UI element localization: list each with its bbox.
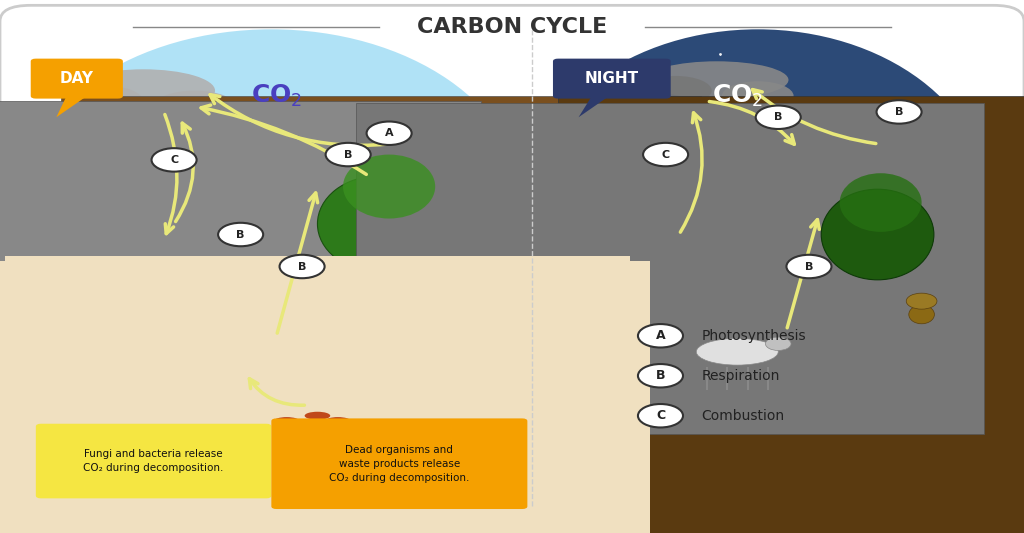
Ellipse shape (61, 85, 143, 117)
Ellipse shape (909, 305, 934, 324)
FancyBboxPatch shape (31, 59, 123, 99)
FancyBboxPatch shape (61, 96, 701, 533)
Text: CARBON CYCLE: CARBON CYCLE (417, 17, 607, 37)
Circle shape (61, 136, 113, 163)
Ellipse shape (254, 337, 279, 351)
Polygon shape (640, 256, 701, 282)
Ellipse shape (645, 61, 788, 99)
FancyBboxPatch shape (271, 418, 527, 509)
Ellipse shape (326, 417, 350, 425)
Ellipse shape (573, 409, 655, 422)
FancyBboxPatch shape (36, 424, 271, 498)
Text: Fungi and bacteria release
CO₂ during decomposition.: Fungi and bacteria release CO₂ during de… (83, 449, 224, 473)
Text: CO$_2$: CO$_2$ (712, 83, 763, 109)
Ellipse shape (31, 266, 215, 330)
Ellipse shape (305, 411, 330, 420)
Circle shape (326, 143, 371, 166)
Text: Combustion: Combustion (701, 409, 784, 423)
Text: C: C (662, 150, 670, 159)
Ellipse shape (155, 235, 173, 245)
FancyBboxPatch shape (356, 103, 984, 434)
Circle shape (643, 143, 688, 166)
Circle shape (280, 255, 325, 278)
Ellipse shape (51, 408, 154, 424)
Polygon shape (56, 96, 87, 117)
Ellipse shape (72, 69, 215, 112)
Text: CO$_2$: CO$_2$ (251, 83, 302, 109)
Circle shape (218, 223, 263, 246)
FancyBboxPatch shape (558, 96, 1024, 533)
Text: A: A (385, 128, 393, 138)
Text: NIGHT: NIGHT (585, 71, 638, 86)
Text: Photosynthesis: Photosynthesis (701, 329, 806, 343)
Ellipse shape (154, 91, 236, 123)
Text: C: C (656, 409, 665, 422)
Text: B: B (237, 230, 245, 239)
Ellipse shape (527, 29, 988, 376)
Ellipse shape (274, 417, 300, 425)
Text: B: B (805, 262, 813, 271)
Ellipse shape (840, 173, 922, 232)
Circle shape (638, 324, 683, 348)
Ellipse shape (794, 357, 845, 378)
FancyBboxPatch shape (553, 59, 671, 99)
Ellipse shape (292, 357, 343, 378)
Ellipse shape (640, 76, 712, 106)
Text: Respiration: Respiration (701, 369, 780, 383)
Circle shape (786, 255, 831, 278)
Ellipse shape (184, 338, 266, 365)
Circle shape (367, 122, 412, 145)
Text: B: B (655, 369, 666, 382)
Circle shape (638, 404, 683, 427)
FancyBboxPatch shape (0, 261, 599, 533)
Text: DAY: DAY (59, 71, 94, 86)
Ellipse shape (666, 255, 679, 262)
FancyBboxPatch shape (0, 5, 1024, 533)
Text: C: C (170, 155, 178, 165)
FancyBboxPatch shape (10, 309, 532, 506)
Circle shape (877, 100, 922, 124)
Ellipse shape (722, 81, 794, 111)
Text: A: A (655, 329, 666, 342)
Ellipse shape (543, 266, 727, 330)
Ellipse shape (821, 189, 934, 280)
Circle shape (756, 106, 801, 129)
Ellipse shape (766, 337, 791, 351)
Ellipse shape (660, 244, 677, 252)
Ellipse shape (665, 232, 684, 242)
Polygon shape (579, 96, 609, 117)
FancyBboxPatch shape (26, 261, 650, 533)
FancyBboxPatch shape (0, 123, 502, 469)
Text: B: B (895, 107, 903, 117)
Text: B: B (298, 262, 306, 271)
FancyBboxPatch shape (0, 101, 481, 434)
Ellipse shape (317, 176, 440, 272)
Text: B: B (774, 112, 782, 122)
Polygon shape (133, 256, 195, 282)
Circle shape (906, 293, 937, 309)
Circle shape (152, 148, 197, 172)
Text: Dead organisms and
waste products release
CO₂ during decomposition.: Dead organisms and waste products releas… (329, 445, 470, 483)
Ellipse shape (343, 155, 435, 219)
Ellipse shape (696, 338, 778, 365)
Ellipse shape (158, 219, 180, 229)
Circle shape (573, 131, 625, 157)
FancyBboxPatch shape (5, 256, 630, 533)
Text: B: B (344, 150, 352, 159)
FancyBboxPatch shape (512, 309, 1014, 506)
FancyBboxPatch shape (333, 123, 1009, 469)
Ellipse shape (159, 252, 174, 260)
Ellipse shape (20, 29, 522, 376)
Circle shape (638, 364, 683, 387)
